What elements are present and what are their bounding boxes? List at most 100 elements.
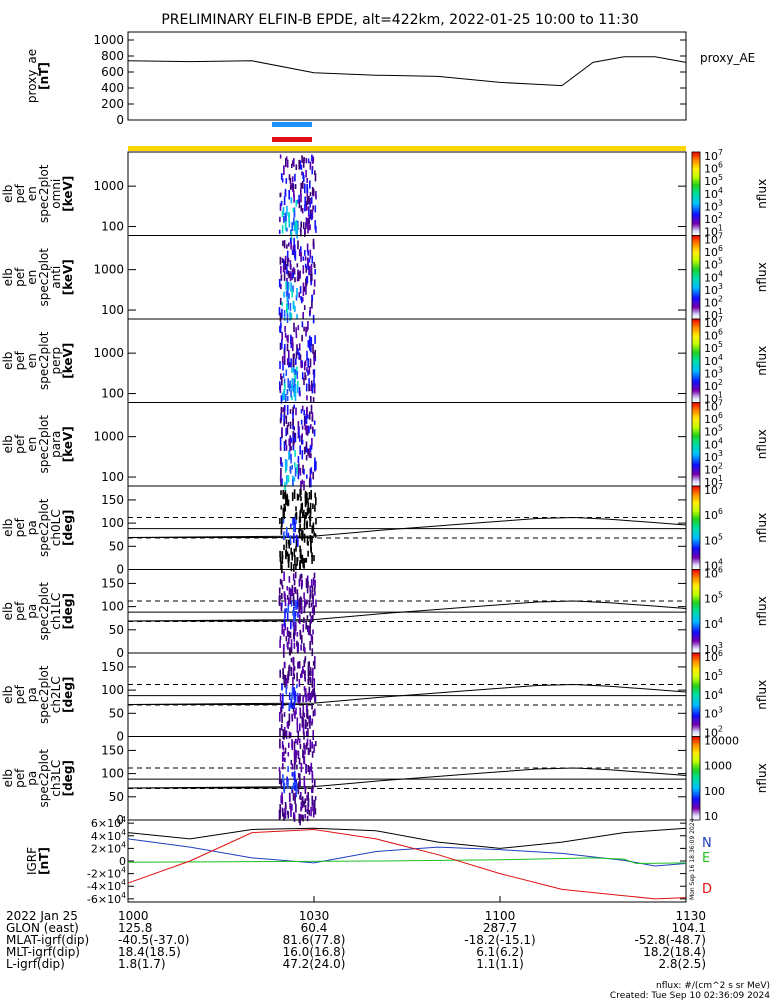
spec-data-cell: [287, 671, 290, 681]
spec-data-cell: [294, 611, 297, 617]
spec-data-cell: [300, 221, 302, 228]
spec-data-cell: [306, 738, 309, 746]
spec-data-cell: [279, 550, 281, 557]
spec-data-cell: [315, 517, 317, 525]
spec-data-cell: [310, 467, 313, 474]
spec-data-cell: [286, 159, 289, 168]
spec-ytick-label: 100: [101, 516, 124, 530]
spec-data-cell: [292, 342, 294, 352]
spec-data-cell: [284, 747, 287, 754]
spec-data-cell: [306, 367, 308, 373]
spec-data-cell: [301, 425, 304, 430]
spec-data-cell: [313, 586, 316, 593]
spec-data-cell: [294, 629, 296, 636]
colorbar-tick-label: 104: [704, 269, 723, 284]
spec-data-cell: [308, 335, 311, 343]
spec-data-cell: [285, 156, 288, 161]
spec-data-cell: [294, 599, 296, 609]
spec-data-cell: [312, 595, 314, 605]
spec-data-cell: [310, 384, 312, 392]
spec-data-cell: [309, 535, 312, 542]
spec-data-cell: [308, 265, 310, 273]
spec-data-cell: [301, 450, 304, 460]
spec-data-cell: [280, 406, 283, 417]
spec-data-cells: [278, 237, 316, 324]
spec-data-cell: [296, 263, 299, 268]
spec-data-cell: [278, 229, 281, 234]
colorbar-tick-label: 102: [704, 294, 723, 309]
spec-data-cell: [290, 453, 292, 464]
x-column-value: 60.4: [301, 921, 328, 935]
spec-data-cell: [292, 431, 294, 437]
spec-data-cell: [304, 658, 306, 664]
spec-data-cell: [314, 779, 316, 788]
spec-panel-ylabel-line: elb: [1, 352, 15, 370]
spec-data-cell: [281, 580, 283, 586]
spec-data-cell: [284, 678, 286, 688]
spec-data-cell: [305, 278, 307, 288]
spec-data-cell: [289, 588, 292, 598]
spec-data-cell: [304, 250, 306, 256]
spec-data-cell: [283, 531, 285, 541]
spec-data-cell: [279, 437, 282, 447]
spec-data-cell: [289, 311, 291, 321]
spec-data-cell: [294, 173, 296, 182]
spec-data-cell: [292, 363, 295, 373]
spec-data-cell: [304, 196, 306, 206]
spec-data-cell: [296, 692, 299, 702]
spec-data-cell: [301, 155, 303, 163]
x-column-value: 1130: [675, 909, 706, 923]
spec-data-cell: [289, 468, 292, 474]
spec-data-cell: [288, 450, 290, 460]
spec-data-cell: [304, 183, 306, 194]
spec-data-cell: [299, 160, 302, 170]
spec-panel-ylabel-line: pef: [13, 601, 27, 621]
spec-data-cell: [308, 195, 310, 205]
spec-data-cell: [304, 495, 307, 501]
spec-data-cell: [311, 525, 313, 534]
spec-data-cell: [291, 377, 294, 388]
spec-data-cell: [283, 390, 285, 401]
spec-data-cell: [303, 686, 306, 691]
spec-data-cell: [299, 468, 302, 476]
spec-panel-ylabel-line: pa: [25, 687, 39, 702]
spec-data-cell: [306, 425, 308, 436]
spec-data-cell: [310, 762, 313, 772]
spec-data-cell: [288, 220, 291, 228]
spec-panel-ylabel-line: [keV]: [61, 259, 75, 295]
proxy-ae-legend: proxy_AE: [700, 51, 755, 65]
spec-data-cell: [301, 554, 304, 564]
spec-data-cell: [291, 384, 293, 392]
spec-panel-ylabel-line: elb: [1, 602, 15, 620]
spec-data-cell: [308, 715, 310, 724]
spec-data-cell: [309, 161, 312, 170]
spec-data-cell: [282, 669, 284, 680]
spec-panel-ylabel-line: spec2plot: [37, 331, 51, 390]
spec-data-cell: [312, 730, 314, 741]
colorbar-tick-label: 103: [704, 641, 723, 656]
colorbar-tick-label: 103: [704, 706, 723, 721]
spec-data-cell: [297, 240, 299, 250]
spec-data-cell: [310, 634, 313, 642]
spec-data-cell: [299, 435, 301, 442]
spec-data-cell: [293, 217, 295, 226]
spec-panel-ylabel-line: [deg]: [61, 677, 75, 713]
spec-ytick-label: 100: [101, 600, 124, 614]
igrf-legend-E: E: [702, 851, 710, 866]
spec-data-cell: [295, 164, 298, 171]
spec-data-cell: [280, 779, 283, 789]
spec-data-cell: [294, 785, 296, 791]
spec-data-cell: [310, 213, 313, 221]
spec-data-cell: [301, 433, 303, 439]
spec-panel-ylabel-line: spec2plot: [37, 665, 51, 724]
spec-data-cell: [289, 380, 291, 389]
spec-data-cell: [302, 282, 305, 291]
spec-data-cell: [303, 660, 306, 667]
spec-ytick-label: 100: [101, 303, 124, 317]
spec-data-cell: [300, 579, 303, 585]
colorbar-tick-label: 105: [704, 173, 723, 188]
spec-data-cell: [308, 366, 311, 375]
spec-data-cell: [301, 334, 303, 342]
spec-data-cell: [306, 599, 308, 605]
spec-data-cell: [302, 814, 304, 822]
